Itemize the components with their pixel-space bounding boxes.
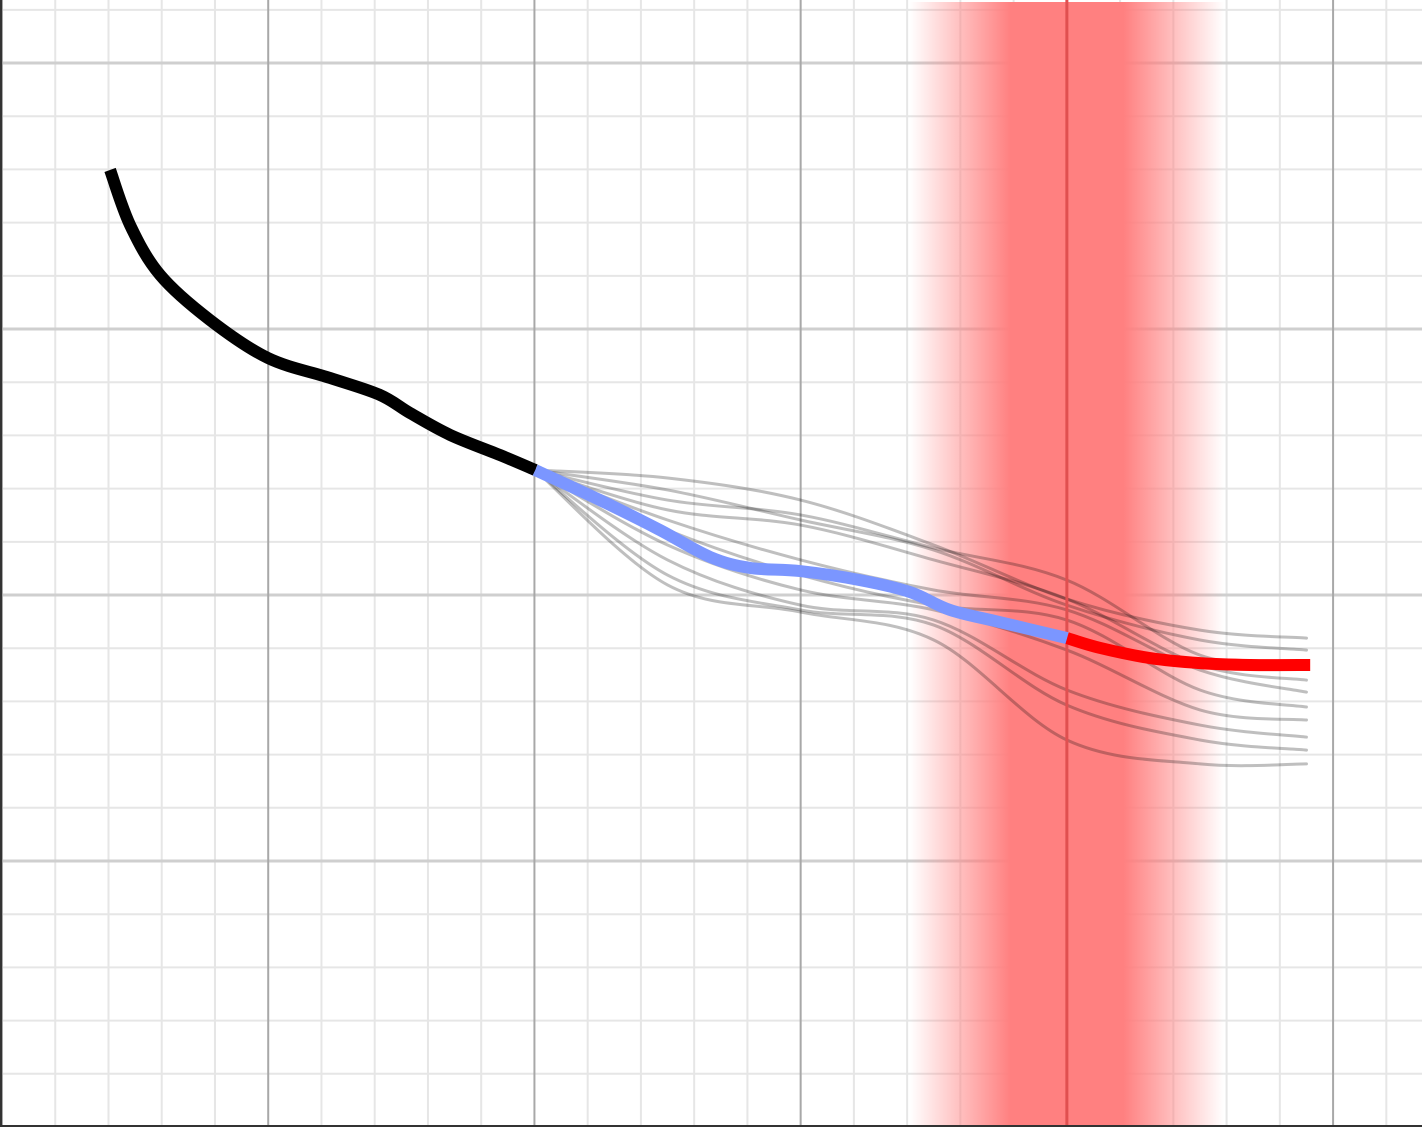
- series-line: [104, 167, 538, 476]
- series-line: [533, 468, 1308, 640]
- series-line: [532, 464, 1069, 644]
- series-line: [533, 468, 1308, 652]
- series-line: [533, 468, 1308, 752]
- series-line: [533, 468, 1308, 694]
- series-line: [1065, 632, 1311, 672]
- series-line: [533, 468, 1308, 768]
- series-line: [533, 468, 1308, 739]
- series-line: [533, 468, 1308, 667]
- series-line: [533, 468, 1308, 722]
